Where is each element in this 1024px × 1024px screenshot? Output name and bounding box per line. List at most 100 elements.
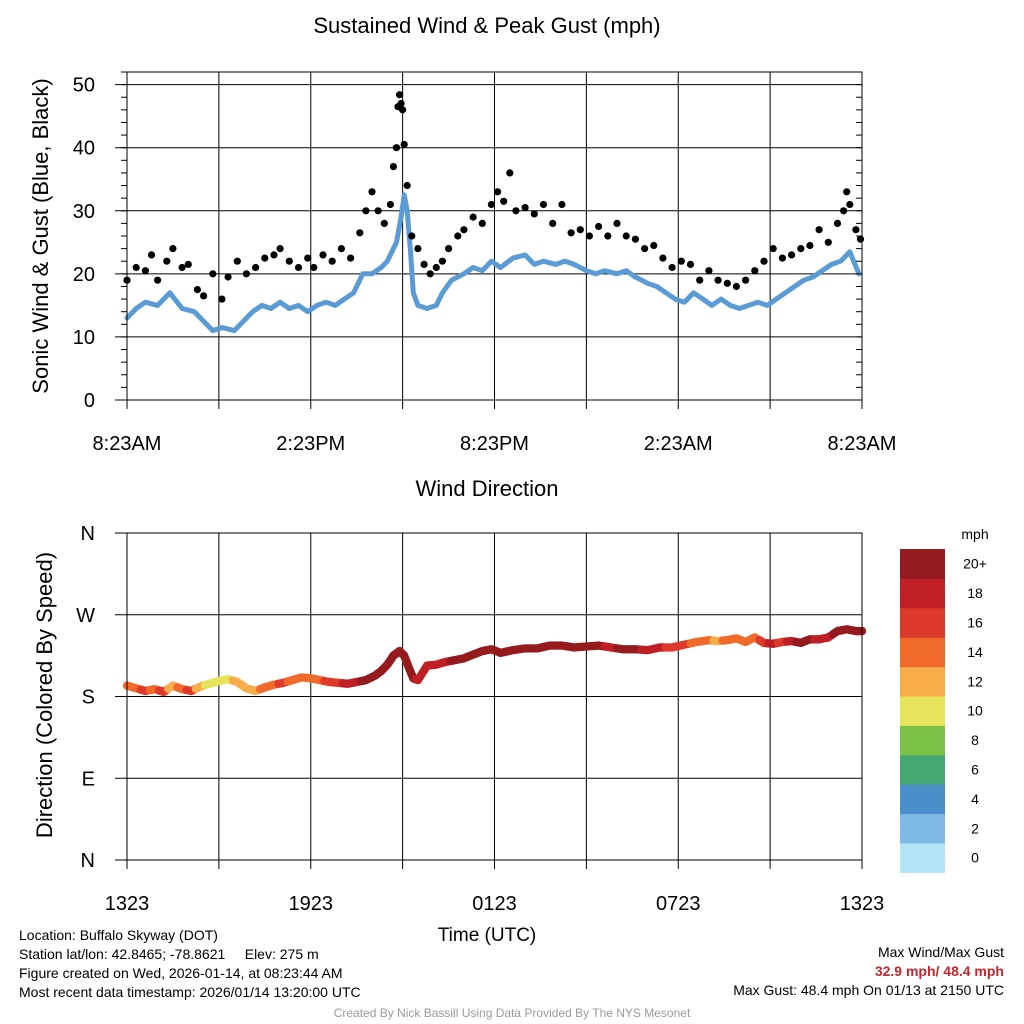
gust-point [374,207,382,215]
gust-point [521,204,529,212]
y-tick-label: 50 [73,75,95,97]
gust-point [270,251,278,259]
colorbar-label: 2 [971,820,979,836]
credit-text: Created By Nick Bassill Using Data Provi… [333,1006,691,1020]
gust-point [500,197,508,205]
station-info: Location: Buffalo Skyway (DOT) Station l… [19,926,361,1002]
gust-point [631,235,640,243]
colorbar-label: 12 [967,673,983,689]
direction-chart-title: Wind Direction [415,476,558,501]
gust-point [696,276,704,284]
gust-point [276,245,284,253]
elev-text: Elev: 275 m [244,946,319,962]
y-tick-label: 20 [73,264,95,286]
gust-point [337,245,345,253]
direction-chart-frame [126,532,863,861]
colorbar: 0 2 4 6 8 10 12 14 16 18 20+ [900,549,987,873]
gust-point [252,263,260,272]
gust-point [595,222,603,231]
x-tick-label: 0723 [656,893,701,915]
gust-point [604,232,612,240]
y-tick-label: 0 [84,390,95,412]
gust-point [426,270,434,278]
direction-chart-ylabel: Direction (Colored By Speed) [32,552,57,838]
x-tick-label: 2:23PM [276,433,345,455]
gust-point [567,229,575,237]
colorbar-swatch [900,578,945,609]
gust-point [445,245,453,253]
gust-point [668,263,676,272]
colorbar-label: 18 [967,585,983,601]
x-tick-label: 0123 [472,893,517,915]
gust-point [843,188,851,196]
gust-point [539,200,548,209]
x-tick-label: 8:23PM [460,433,529,455]
gust-point [193,286,201,294]
gust-point [397,99,405,108]
gust-point [732,282,741,291]
gust-point [806,241,814,250]
colorbar-label: 0 [971,850,979,866]
gust-point [788,251,796,259]
gust-point [304,254,312,262]
gust-point [856,235,865,243]
gust-point [686,260,695,268]
gust-point [824,238,832,246]
colorbar-label: 16 [967,615,983,631]
gust-point [769,245,777,253]
x-tick-label: 2:23AM [644,433,713,455]
gust-point [723,279,731,287]
gust-point [487,200,495,209]
wind-chart-ylabel: Sonic Wind & Gust (Blue, Black) [28,78,53,393]
sustained-wind-line [124,192,862,334]
gust-point [576,226,584,234]
direction-chart-ticks: 1323 1923 0123 0723 1323 N E S W N [76,523,884,915]
direction-chart-grid [115,532,863,869]
location-text: Location: Buffalo Skyway (DOT) [19,927,218,943]
gust-point [613,219,621,227]
gust-point [677,257,685,265]
gust-point [233,257,241,265]
gust-point [622,232,630,240]
gust-point [840,207,848,215]
colorbar-swatch [900,813,945,844]
gust-point [294,263,303,272]
gust-point [218,295,226,303]
y-tick-label: N [81,523,95,545]
gust-point [242,270,250,278]
colorbar-swatch [900,607,945,638]
gust-point [705,267,713,275]
gust-point [852,226,860,234]
gust-point [132,263,140,272]
gust-point [403,181,411,190]
gust-point [585,232,594,240]
x-tick-label: 1323 [105,893,150,915]
y-tick-label: N [81,850,95,872]
gust-point [328,257,336,265]
created-text: Figure created on Wed, 2026-01-14, at 08… [19,965,343,981]
gust-point [184,260,192,268]
wind-chart-ticks: 8:23AM 2:23PM 8:23PM 2:23AM 8:23AM 0 10 20 30 40 5… [73,71,896,455]
gust-point [209,270,217,278]
colorbar-swatch [900,754,945,785]
gust-point [163,257,171,265]
gust-point [147,251,156,259]
gust-point [356,229,364,237]
colorbar-swatch [900,696,945,726]
gust-point [751,267,759,275]
y-tick-label: E [82,768,95,790]
latlon-text: Station lat/lon: 42.8465; -78.8621 [19,946,226,962]
gust-point [310,263,318,272]
gust-point [261,254,269,262]
colorbar-swatch [900,637,945,668]
gust-point [506,169,514,177]
gust-point [454,232,462,240]
gust-point [742,276,750,284]
wind-chart-title: Sustained Wind & Peak Gust (mph) [313,13,660,38]
gust-point [846,200,854,209]
gust-point [414,245,422,253]
colorbar-label: 6 [971,762,979,778]
gust-point [285,257,293,265]
colorbar-swatch [900,549,945,579]
